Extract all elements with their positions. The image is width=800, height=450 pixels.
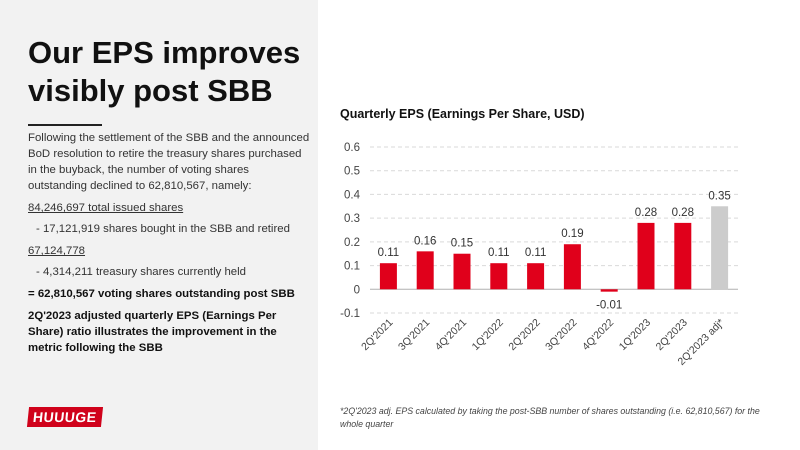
x-category-label: 2Q'2021 bbox=[359, 317, 395, 353]
bar bbox=[379, 263, 397, 290]
intro-paragraph: Following the settlement of the SBB and … bbox=[28, 132, 310, 192]
x-category-label: 4Q'2021 bbox=[433, 317, 469, 353]
y-tick-label: 0 bbox=[354, 284, 360, 296]
bar bbox=[416, 251, 434, 290]
data-label: 0.11 bbox=[488, 247, 510, 259]
huuuge-logo: HUUUGE bbox=[26, 407, 103, 427]
bar bbox=[453, 253, 471, 290]
y-tick-label: -0.1 bbox=[340, 308, 360, 320]
y-tick-label: 0.3 bbox=[344, 213, 360, 225]
data-label: 0.11 bbox=[378, 247, 400, 259]
subtotal-shares: 67,124,778 bbox=[28, 245, 86, 257]
eps-summary: 2Q'2023 adjusted quarterly EPS (Earnings… bbox=[28, 310, 277, 354]
footnote: *2Q'2023 adj. EPS calculated by taking t… bbox=[340, 406, 760, 429]
x-category-label: 3Q'2022 bbox=[543, 317, 579, 353]
bar bbox=[563, 244, 581, 290]
chart-title: Quarterly EPS (Earnings Per Share, USD) bbox=[340, 107, 585, 121]
body-text: Following the settlement of the SBB and … bbox=[28, 130, 310, 356]
data-label: 0.11 bbox=[525, 247, 547, 259]
bar bbox=[674, 222, 692, 290]
y-tick-label: 0.6 bbox=[344, 142, 360, 154]
bar bbox=[600, 289, 618, 292]
voting-shares-line: = 62,810,567 voting shares outstanding p… bbox=[28, 288, 295, 300]
bar bbox=[490, 263, 508, 290]
x-category-label: 2Q'2022 bbox=[506, 317, 542, 353]
x-category-label: 2Q'2023 bbox=[654, 317, 690, 353]
y-tick-label: 0.2 bbox=[344, 237, 360, 249]
treasury-shares-line: - 4,314,211 treasury shares currently he… bbox=[36, 266, 246, 278]
data-label: -0.01 bbox=[596, 300, 622, 312]
bar bbox=[711, 206, 729, 290]
x-category-label: 1Q'2022 bbox=[470, 317, 506, 353]
data-label: 0.35 bbox=[708, 190, 730, 202]
data-label: 0.28 bbox=[672, 207, 694, 219]
eps-bar-chart: -0.1 0 0.1 0.2 0.3 0.4 0.5 0.6 0.11 2Q'2021 0.16 3Q… bbox=[340, 142, 738, 368]
bar bbox=[527, 263, 545, 290]
data-label: 0.16 bbox=[414, 235, 436, 247]
bar bbox=[637, 222, 655, 290]
data-label: 0.15 bbox=[451, 238, 473, 250]
data-label: 0.19 bbox=[561, 228, 583, 240]
title-divider bbox=[28, 124, 102, 126]
x-category-label: 1Q'2023 bbox=[617, 317, 653, 353]
y-tick-label: 0.4 bbox=[344, 189, 361, 201]
left-panel: Our EPS improves visibly post SBB Follow… bbox=[0, 0, 318, 450]
shares-bought-line: - 17,121,919 shares bought in the SBB an… bbox=[36, 223, 290, 235]
x-category-label: 3Q'2021 bbox=[396, 317, 432, 353]
x-category-label: 4Q'2022 bbox=[580, 317, 616, 353]
data-label: 0.28 bbox=[635, 207, 657, 219]
y-tick-label: 0.5 bbox=[344, 166, 360, 178]
total-issued-shares: 84,246,697 total issued shares bbox=[28, 202, 184, 214]
page-title: Our EPS improves visibly post SBB bbox=[28, 35, 301, 108]
y-tick-label: 0.1 bbox=[344, 261, 360, 273]
